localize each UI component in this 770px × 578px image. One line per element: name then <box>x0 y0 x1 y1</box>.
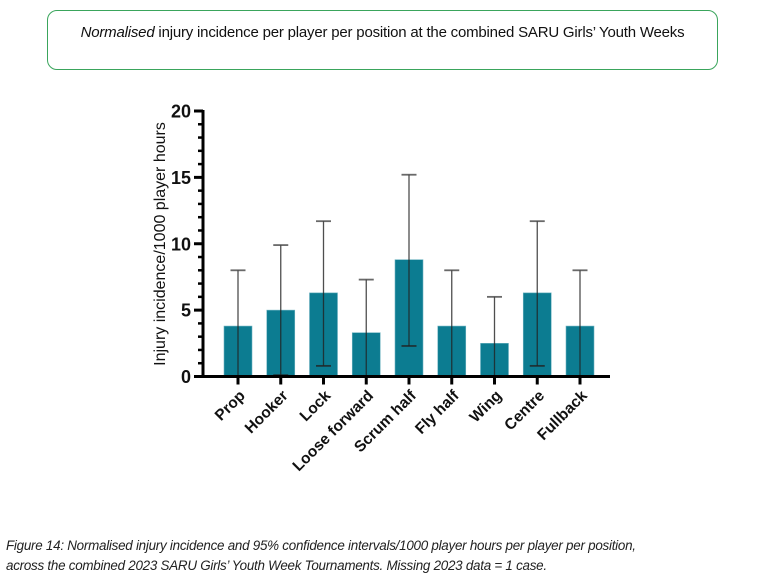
y-axis-label: Injury incidence/1000 player hours <box>152 122 169 366</box>
chart-title-box: Normalised injury incidence per player p… <box>47 10 718 70</box>
y-tick-label: 0 <box>181 367 191 387</box>
y-axis: 0 5 10 15 20 <box>171 102 205 387</box>
figure-caption: Figure 14: Normalised injury incidence a… <box>6 536 766 576</box>
y-tick-label: 20 <box>171 102 191 122</box>
chart-title-text: injury incidence per player per position… <box>154 24 685 41</box>
x-tick-label: Fly half <box>412 387 463 438</box>
error-bars-group <box>230 173 588 377</box>
x-tick-label: Wing <box>467 387 506 426</box>
x-tick-label: Hooker <box>242 387 292 437</box>
y-tick-label: 10 <box>171 234 191 254</box>
y-tick-label: 15 <box>171 168 191 188</box>
x-tick-label: Lock <box>297 387 335 425</box>
chart-title-italic: Normalised <box>80 24 155 41</box>
caption-line-1: Figure 14: Normalised injury incidence a… <box>6 538 636 553</box>
caption-line-2: across the combined 2023 SARU Girls’ You… <box>6 558 547 573</box>
x-tick-label: Prop <box>212 387 249 424</box>
y-tick-label: 5 <box>181 301 191 321</box>
